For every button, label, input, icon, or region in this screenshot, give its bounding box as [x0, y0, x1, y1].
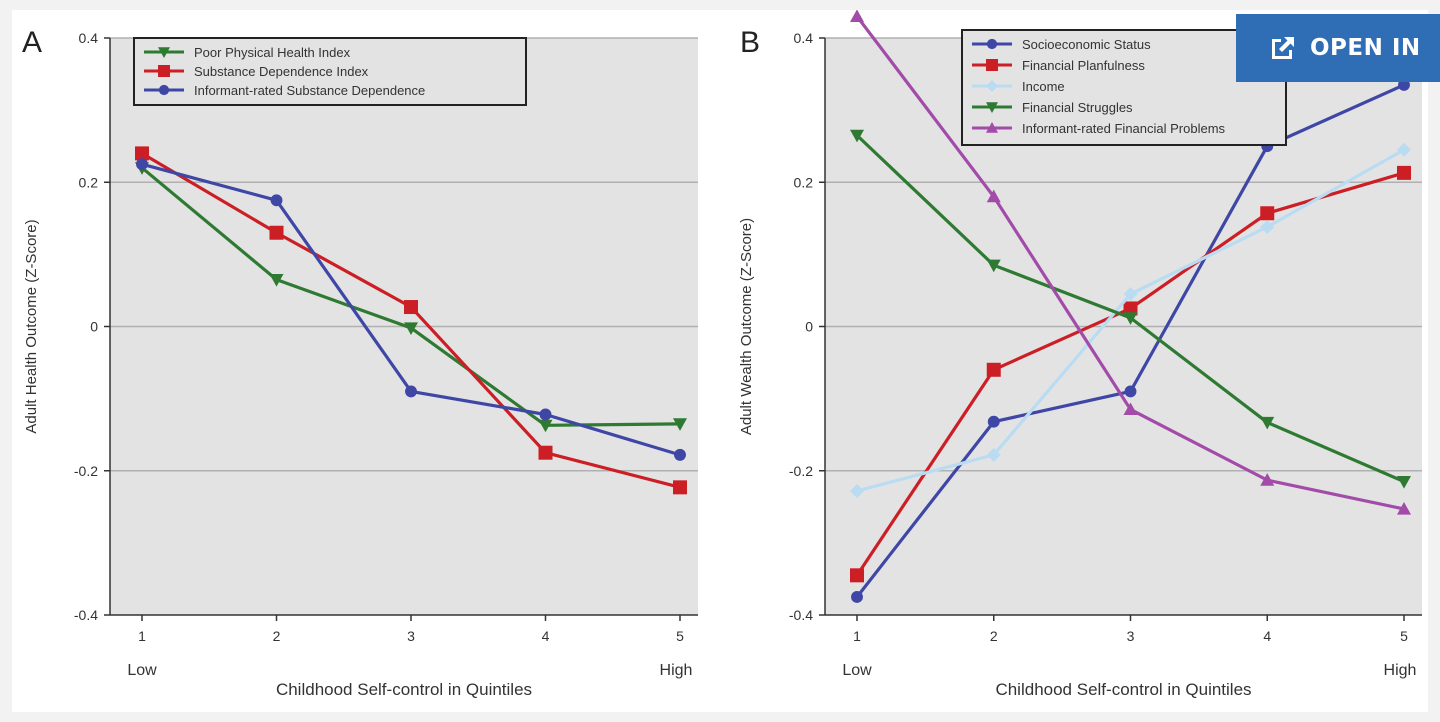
data-point [1123, 287, 1138, 302]
data-point [1260, 206, 1275, 221]
y-tick-label: 0 [805, 319, 813, 335]
y-axis-title: Adult Wealth Outcome (Z-Score) [738, 218, 755, 435]
data-point [674, 448, 686, 461]
legend-label: Socioeconomic Status [1022, 37, 1151, 52]
panel-label: A [22, 26, 42, 59]
data-point [850, 9, 864, 22]
y-tick-label: -0.2 [789, 463, 813, 479]
data-point [673, 418, 687, 431]
x-tick-label: 4 [1263, 628, 1271, 644]
data-point [673, 480, 687, 495]
data-point [405, 385, 417, 398]
data-point [850, 483, 864, 498]
y-tick-label: -0.4 [74, 607, 98, 623]
data-point [269, 225, 284, 240]
data-point [538, 419, 553, 433]
series [850, 142, 1411, 498]
y-tick-label: 0 [90, 319, 98, 335]
legend-label: Poor Physical Health Index [194, 45, 351, 60]
legend-label: Financial Struggles [1022, 100, 1133, 115]
x-tick-label: 1 [853, 628, 861, 644]
y-tick-label: 0.4 [794, 30, 814, 46]
legend-marker [158, 84, 170, 96]
legend-box [133, 37, 527, 106]
data-point [135, 146, 149, 161]
panel-label: B [740, 26, 760, 59]
y-tick-label: -0.2 [74, 463, 98, 479]
legend-marker [986, 80, 998, 92]
series [135, 146, 687, 495]
legend: Poor Physical Health Index Substance Depe… [133, 37, 527, 106]
x-end-label-high: High [1384, 662, 1417, 679]
x-tick-label: 2 [990, 628, 998, 644]
x-tick-label: 5 [676, 628, 684, 644]
x-end-label-low: Low [842, 662, 872, 679]
series [850, 9, 1411, 515]
data-point [1123, 312, 1138, 325]
x-tick-label: 3 [1127, 628, 1135, 644]
x-tick-label: 1 [138, 628, 146, 644]
data-point [851, 591, 863, 603]
data-point [538, 445, 553, 460]
legend-marker [986, 102, 998, 113]
x-end-label-low: Low [127, 662, 157, 679]
y-tick-label: 0.4 [79, 30, 99, 46]
data-point [269, 274, 284, 287]
chart-panel-b: -0.4 -0.2 0 0.2 0.4 1 2 3 4 5 Low High Childhood Sel… [738, 9, 1422, 699]
legend-label: Informant-rated Substance Dependence [194, 83, 425, 98]
data-point [404, 300, 418, 315]
chart-panel-a: -0.4 -0.2 0 0.2 0.4 1 2 3 4 5 Low High Childhood Sel… [22, 26, 698, 699]
figure-card: -0.4 -0.2 0 0.2 0.4 1 2 3 4 5 Low High Childhood Sel… [12, 9, 1428, 712]
open-in-label: OPEN IN [1310, 35, 1421, 61]
open-in-button[interactable]: OPEN IN [1236, 14, 1440, 82]
data-point [270, 194, 283, 207]
data-point [539, 408, 552, 421]
legend-marker [986, 122, 998, 133]
legend: Socioeconomic Status Financial Planfulnes… [961, 29, 1287, 146]
legend-marker [986, 38, 998, 50]
y-tick-label: -0.4 [789, 607, 813, 623]
x-axis-title: Childhood Self-control in Quintiles [276, 680, 532, 699]
x-end-label-high: High [660, 662, 693, 679]
x-axis-title: Childhood Self-control in Quintiles [995, 680, 1251, 699]
legend-box [961, 29, 1287, 146]
data-point [1397, 501, 1411, 515]
data-point [1124, 385, 1137, 398]
data-point [986, 259, 1001, 273]
data-point [404, 322, 418, 335]
y-axis-title: Adult Health Outcome (Z-Score) [23, 219, 40, 433]
data-point [986, 362, 1001, 377]
series [136, 158, 686, 461]
data-point [136, 158, 148, 171]
legend-label: Informant-rated Financial Problems [1022, 121, 1226, 136]
legend-label: Income [1022, 79, 1065, 94]
data-point [987, 415, 1000, 428]
data-point [986, 189, 1001, 203]
x-tick-label: 5 [1400, 628, 1408, 644]
data-point [1260, 416, 1275, 430]
data-point [850, 568, 864, 583]
legend-label: Substance Dependence Index [194, 64, 369, 79]
legend-marker [986, 59, 998, 71]
external-link-icon [1272, 37, 1294, 59]
data-point [1397, 142, 1411, 157]
data-point [850, 129, 864, 143]
data-point [1397, 165, 1411, 180]
x-tick-label: 2 [273, 628, 281, 644]
legend-label: Financial Planfulness [1022, 58, 1145, 73]
data-point [1123, 402, 1138, 416]
legend-marker [158, 47, 170, 58]
x-tick-label: 4 [542, 628, 550, 644]
x-tick-label: 3 [407, 628, 415, 644]
y-tick-label: 0.2 [79, 174, 99, 190]
data-point [1260, 473, 1275, 486]
data-point [1397, 475, 1411, 489]
series [850, 129, 1411, 489]
data-point [1123, 301, 1138, 316]
data-point [1260, 219, 1275, 234]
figure-svg: -0.4 -0.2 0 0.2 0.4 1 2 3 4 5 Low High Childhood Sel… [22, 9, 1422, 699]
y-tick-label: 0.2 [794, 174, 814, 190]
data-point [986, 447, 1001, 462]
legend-marker [158, 65, 170, 77]
